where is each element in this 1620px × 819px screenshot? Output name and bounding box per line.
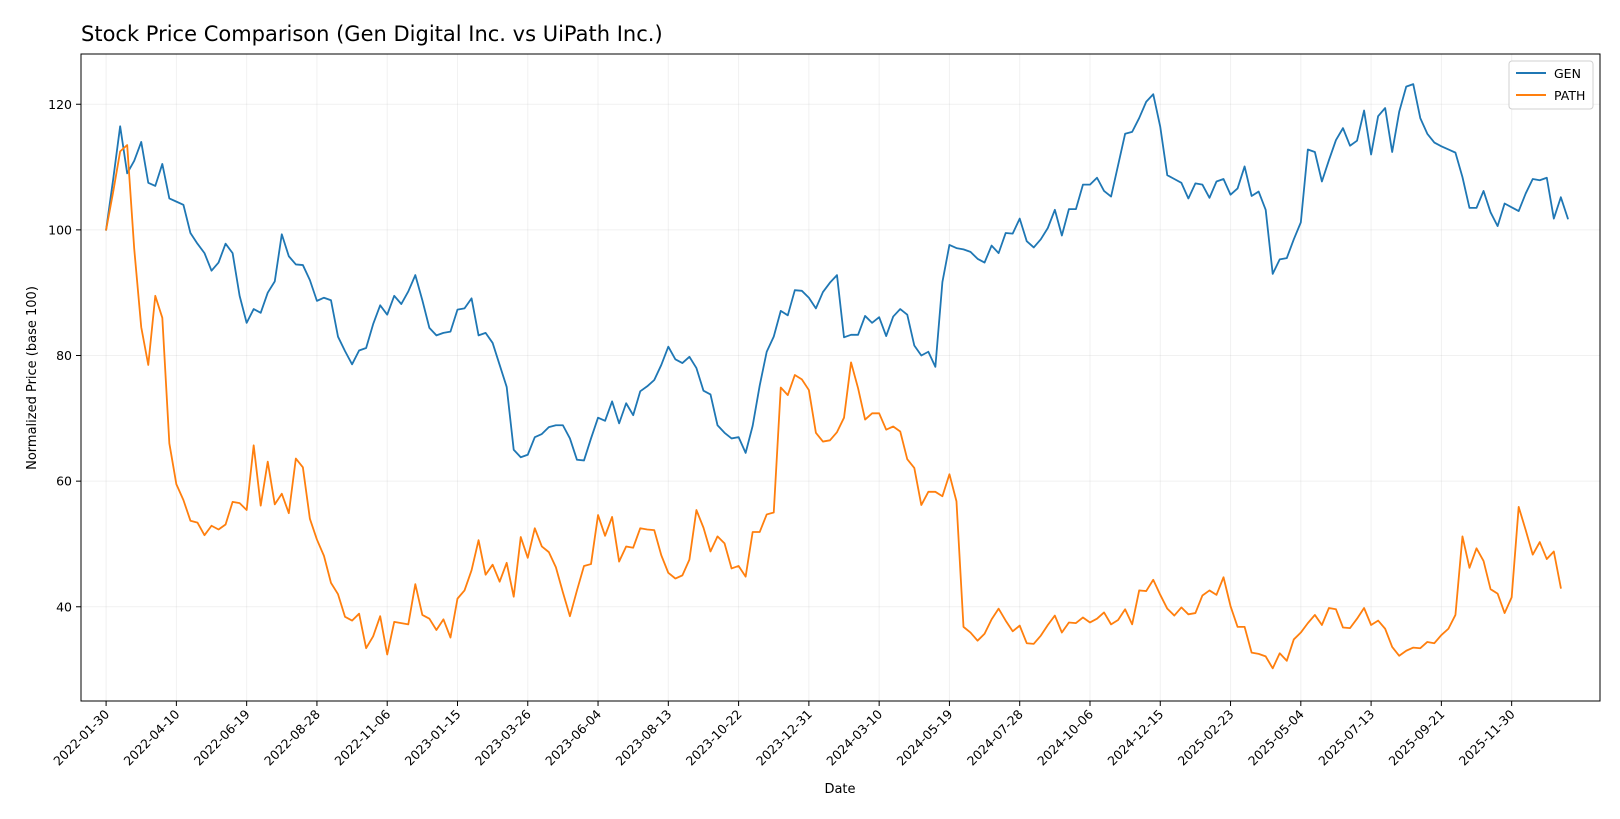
x-tick-label: 2024-07-28	[964, 706, 1026, 768]
chart-title: Stock Price Comparison (Gen Digital Inc.…	[81, 22, 663, 46]
y-tick-label: 100	[48, 222, 72, 237]
grid-lines	[81, 54, 1600, 701]
x-tick-label: 2024-12-15	[1104, 707, 1166, 769]
series-line-path	[105, 144, 1562, 670]
x-tick-label: 2023-12-31	[753, 707, 815, 769]
x-tick-label: 2024-05-19	[894, 706, 956, 768]
plot-area-frame	[80, 53, 1601, 702]
x-tick-label: 2024-03-10	[823, 706, 885, 768]
x-tick-label: 2025-07-13	[1315, 707, 1377, 769]
x-tick-label: 2025-11-30	[1456, 706, 1518, 768]
y-tick-label: 80	[56, 348, 72, 363]
y-axis: 40 60 80 100 120	[48, 97, 81, 614]
x-tick-label: 2022-06-19	[191, 706, 253, 768]
x-tick-label: 2023-01-15	[402, 707, 464, 769]
legend: GEN PATH	[1508, 60, 1594, 110]
x-tick-label: 2023-06-04	[542, 706, 604, 768]
y-tick-label: 60	[56, 474, 72, 489]
x-tick-label: 2022-01-30	[50, 706, 112, 768]
legend-label-path: PATH	[1554, 88, 1585, 103]
x-tick-label: 2023-03-26	[472, 706, 534, 768]
x-tick-label: 2024-10-06	[1034, 706, 1096, 768]
y-axis-label: Normalized Price (base 100)	[25, 286, 40, 470]
y-tick-label: 40	[56, 599, 72, 614]
x-tick-label: 2022-11-06	[331, 706, 393, 768]
x-tick-label: 2025-09-21	[1386, 707, 1448, 769]
x-tick-label: 2023-08-13	[612, 707, 674, 769]
x-tick-label: 2025-05-04	[1245, 706, 1307, 768]
x-tick-label: 2023-10-22	[683, 707, 745, 769]
x-tick-label: 2022-08-28	[261, 706, 323, 768]
x-tick-label: 2025-02-23	[1175, 707, 1237, 769]
series-lines	[105, 83, 1569, 670]
legend-label-gen: GEN	[1554, 66, 1581, 81]
series-line-gen	[105, 83, 1569, 462]
x-tick-label: 2022-04-10	[121, 706, 183, 768]
y-tick-label: 120	[48, 97, 72, 112]
x-axis-label: Date	[824, 782, 855, 797]
x-axis: 2022-01-30 2022-04-10 2022-06-19 2022-08-28…	[50, 701, 1518, 768]
